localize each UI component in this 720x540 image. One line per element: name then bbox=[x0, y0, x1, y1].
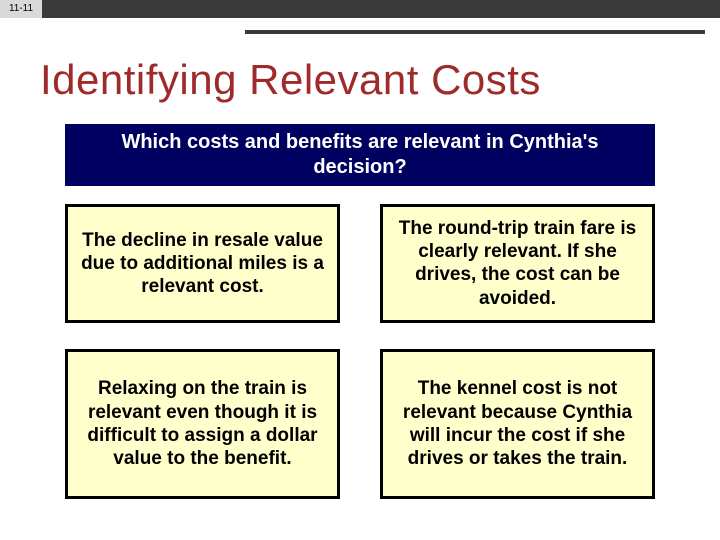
cell-text: The decline in resale value due to addit… bbox=[80, 229, 325, 299]
top-bar: 11-11 bbox=[0, 0, 720, 18]
question-text: Which costs and benefits are relevant in… bbox=[85, 130, 635, 180]
cell-top-right: The round-trip train fare is clearly rel… bbox=[380, 204, 655, 323]
cell-text: The kennel cost is not relevant because … bbox=[395, 377, 640, 470]
cell-text: Relaxing on the train is relevant even t… bbox=[80, 377, 325, 470]
cell-bottom-right: The kennel cost is not relevant because … bbox=[380, 349, 655, 499]
answer-grid: The decline in resale value due to addit… bbox=[65, 204, 655, 499]
cell-bottom-left: Relaxing on the train is relevant even t… bbox=[65, 349, 340, 499]
cell-top-left: The decline in resale value due to addit… bbox=[65, 204, 340, 323]
slide-title: Identifying Relevant Costs bbox=[40, 56, 541, 104]
cell-text: The round-trip train fare is clearly rel… bbox=[395, 217, 640, 310]
slide: 11-11 Identifying Relevant Costs Which c… bbox=[0, 0, 720, 540]
header-rule bbox=[245, 30, 705, 34]
slide-number: 11-11 bbox=[0, 0, 42, 18]
question-box: Which costs and benefits are relevant in… bbox=[65, 124, 655, 186]
